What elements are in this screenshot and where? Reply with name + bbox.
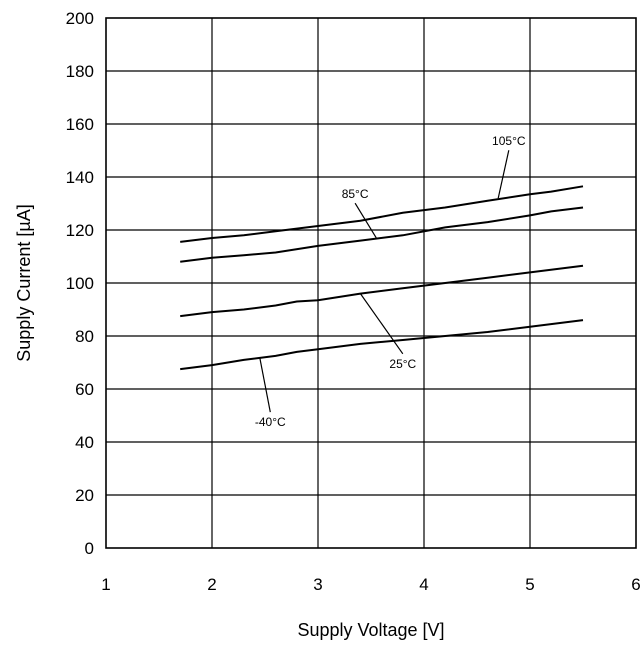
y-tick-label: 180: [66, 62, 94, 81]
series-line-2: [180, 264, 584, 318]
y-tick-label: 40: [75, 433, 94, 452]
x-tick-label: 6: [631, 575, 640, 594]
annotation-label: 25°C: [389, 357, 416, 371]
annotation-label: 85°C: [342, 187, 369, 201]
annotation-label: -40°C: [255, 415, 286, 429]
x-tick-label: 3: [313, 575, 322, 594]
y-tick-label: 60: [75, 380, 94, 399]
grid-layer: [106, 18, 636, 548]
x-tick-label: 1: [101, 575, 110, 594]
y-tick-label: 140: [66, 168, 94, 187]
y-tick-label: 100: [66, 274, 94, 293]
series-line-0: [180, 185, 584, 243]
series-line-1: [180, 206, 584, 263]
x-tick-label: 5: [525, 575, 534, 594]
series-layer: [180, 185, 584, 371]
y-tick-label: 120: [66, 221, 94, 240]
annotation-layer: 105°C 85°C 25°C -40°C: [255, 134, 526, 429]
annotation-label: 105°C: [492, 134, 526, 148]
annotation-leader: [359, 293, 404, 355]
y-axis-title: Supply Current [µA]: [14, 204, 34, 361]
x-tick-label: 4: [419, 575, 428, 594]
y-tick-label: 80: [75, 327, 94, 346]
y-tick-label: 160: [66, 115, 94, 134]
y-tick-label: 0: [85, 539, 94, 558]
plot-frame: [105, 17, 637, 549]
annotation-leader: [354, 202, 377, 239]
series-line-3: [180, 319, 584, 371]
x-tick-label: 2: [207, 575, 216, 594]
annotation-leader: [259, 357, 271, 413]
y-tick-label: 200: [66, 9, 94, 28]
annotation-leader: [497, 150, 510, 199]
x-axis-title: Supply Voltage [V]: [297, 620, 444, 640]
y-tick-label: 20: [75, 486, 94, 505]
